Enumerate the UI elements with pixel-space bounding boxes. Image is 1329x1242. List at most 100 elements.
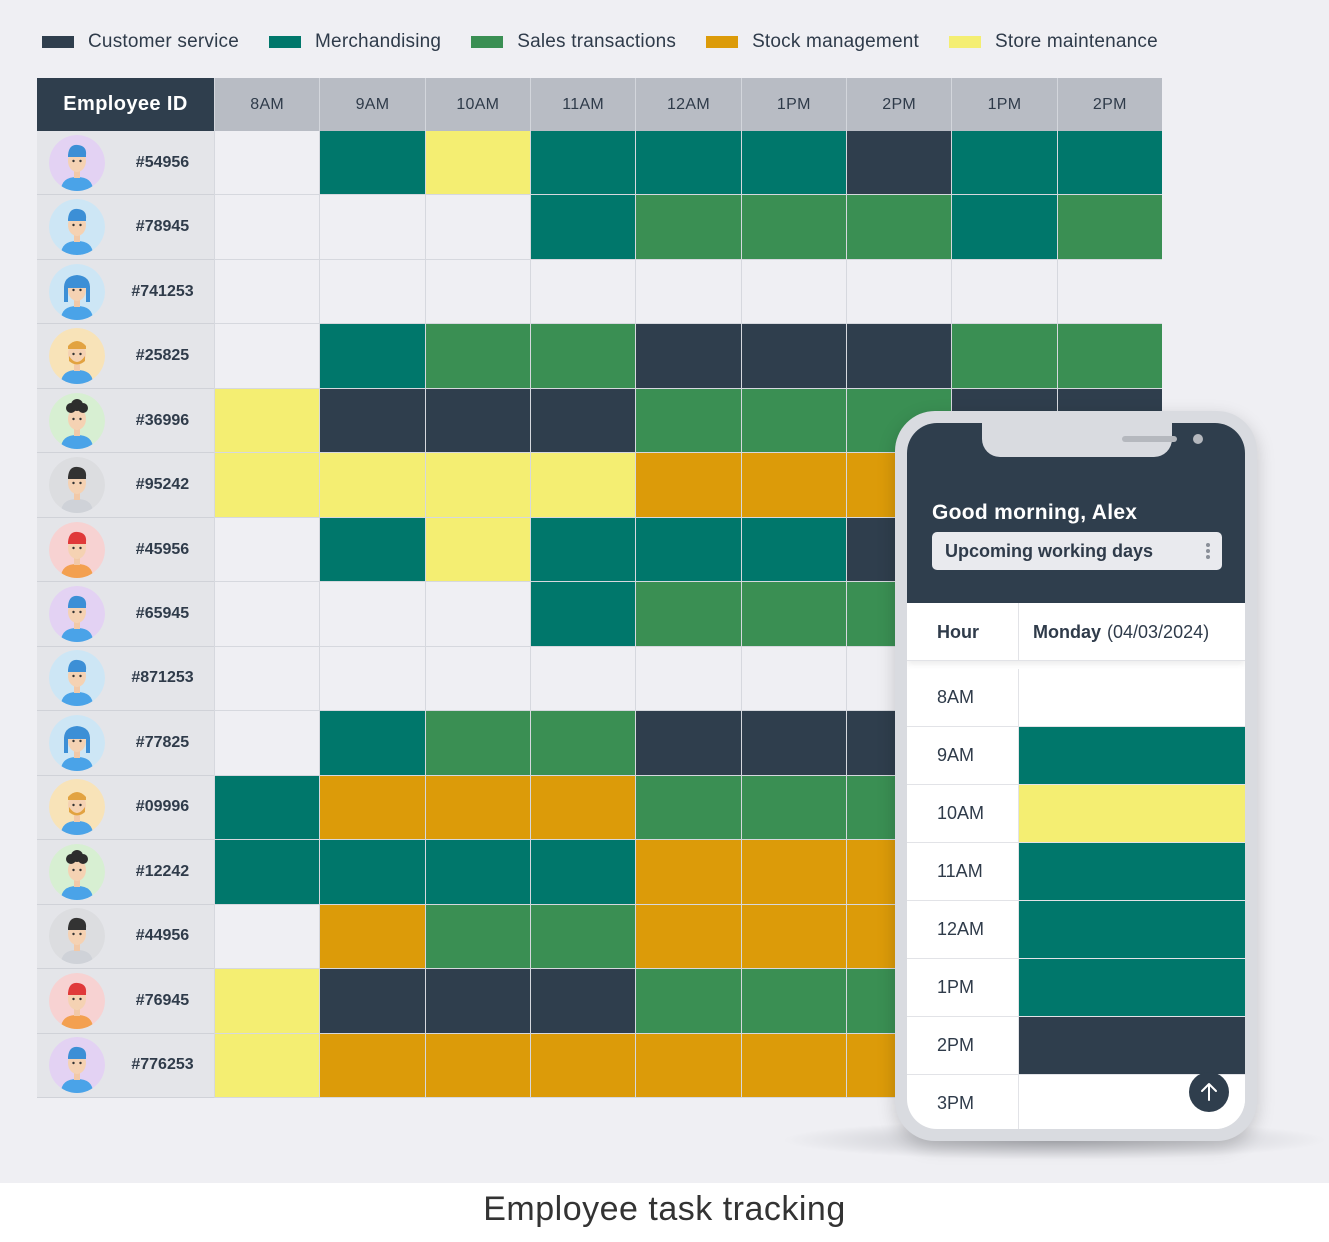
task-slot[interactable] <box>319 582 425 647</box>
task-slot[interactable] <box>635 840 741 905</box>
task-slot[interactable] <box>214 324 320 389</box>
task-slot[interactable] <box>319 324 425 389</box>
task-slot[interactable] <box>424 904 530 970</box>
task-slot[interactable] <box>319 646 425 712</box>
employee-row[interactable]: #25825 <box>37 324 1162 389</box>
task-slot[interactable] <box>214 969 320 1034</box>
task-slot[interactable] <box>424 1033 530 1098</box>
task-slot[interactable] <box>740 1033 846 1098</box>
task-slot[interactable] <box>319 453 425 518</box>
task-slot[interactable] <box>214 840 320 905</box>
phone-task-slot[interactable] <box>1019 727 1245 784</box>
task-slot[interactable] <box>740 453 846 518</box>
task-slot[interactable] <box>740 840 846 905</box>
task-slot[interactable] <box>214 131 320 196</box>
task-slot[interactable] <box>530 1033 636 1098</box>
task-slot[interactable] <box>635 388 741 454</box>
task-slot[interactable] <box>1056 195 1162 260</box>
task-slot[interactable] <box>319 775 425 841</box>
task-slot[interactable] <box>740 517 846 583</box>
task-slot[interactable] <box>740 646 846 712</box>
task-slot[interactable] <box>635 711 741 776</box>
task-slot[interactable] <box>530 517 636 583</box>
task-slot[interactable] <box>635 904 741 970</box>
task-slot[interactable] <box>740 259 846 325</box>
employee-row[interactable]: #54956 <box>37 131 1162 196</box>
task-slot[interactable] <box>319 517 425 583</box>
task-slot[interactable] <box>740 195 846 260</box>
task-slot[interactable] <box>424 453 530 518</box>
task-slot[interactable] <box>635 582 741 647</box>
task-slot[interactable] <box>319 1033 425 1098</box>
task-slot[interactable] <box>424 582 530 647</box>
working-days-dropdown[interactable]: Upcoming working days <box>932 532 1222 570</box>
task-slot[interactable] <box>214 904 320 970</box>
task-slot[interactable] <box>424 775 530 841</box>
phone-task-slot[interactable] <box>1019 669 1245 726</box>
task-slot[interactable] <box>1056 131 1162 196</box>
task-slot[interactable] <box>319 969 425 1034</box>
task-slot[interactable] <box>214 195 320 260</box>
task-slot[interactable] <box>319 711 425 776</box>
task-slot[interactable] <box>951 259 1057 325</box>
employee-row[interactable]: #78945 <box>37 195 1162 260</box>
task-slot[interactable] <box>424 840 530 905</box>
task-slot[interactable] <box>319 840 425 905</box>
task-slot[interactable] <box>635 259 741 325</box>
task-slot[interactable] <box>740 131 846 196</box>
task-slot[interactable] <box>424 388 530 454</box>
task-slot[interactable] <box>530 324 636 389</box>
phone-task-slot[interactable] <box>1019 901 1245 958</box>
phone-task-slot[interactable] <box>1019 1017 1245 1074</box>
task-slot[interactable] <box>214 646 320 712</box>
task-slot[interactable] <box>635 131 741 196</box>
task-slot[interactable] <box>951 324 1057 389</box>
task-slot[interactable] <box>214 775 320 841</box>
task-slot[interactable] <box>951 195 1057 260</box>
task-slot[interactable] <box>1056 259 1162 325</box>
phone-task-slot[interactable] <box>1019 843 1245 900</box>
task-slot[interactable] <box>530 131 636 196</box>
task-slot[interactable] <box>530 646 636 712</box>
phone-task-slot[interactable] <box>1019 959 1245 1016</box>
task-slot[interactable] <box>1056 324 1162 389</box>
task-slot[interactable] <box>530 259 636 325</box>
task-slot[interactable] <box>530 904 636 970</box>
task-slot[interactable] <box>951 131 1057 196</box>
task-slot[interactable] <box>635 969 741 1034</box>
task-slot[interactable] <box>740 324 846 389</box>
task-slot[interactable] <box>214 517 320 583</box>
task-slot[interactable] <box>530 195 636 260</box>
task-slot[interactable] <box>319 195 425 260</box>
task-slot[interactable] <box>635 324 741 389</box>
task-slot[interactable] <box>740 969 846 1034</box>
task-slot[interactable] <box>740 711 846 776</box>
task-slot[interactable] <box>635 517 741 583</box>
more-options-icon[interactable] <box>1206 543 1210 560</box>
task-slot[interactable] <box>424 969 530 1034</box>
phone-task-slot[interactable] <box>1019 785 1245 842</box>
task-slot[interactable] <box>530 453 636 518</box>
task-slot[interactable] <box>319 259 425 325</box>
task-slot[interactable] <box>846 195 952 260</box>
task-slot[interactable] <box>740 388 846 454</box>
task-slot[interactable] <box>530 388 636 454</box>
employee-row[interactable]: #741253 <box>37 259 1162 325</box>
task-slot[interactable] <box>530 840 636 905</box>
task-slot[interactable] <box>635 1033 741 1098</box>
task-slot[interactable] <box>214 711 320 776</box>
task-slot[interactable] <box>214 453 320 518</box>
task-slot[interactable] <box>214 1033 320 1098</box>
task-slot[interactable] <box>530 711 636 776</box>
scroll-to-top-button[interactable] <box>1189 1072 1229 1112</box>
task-slot[interactable] <box>635 775 741 841</box>
task-slot[interactable] <box>214 259 320 325</box>
task-slot[interactable] <box>530 775 636 841</box>
task-slot[interactable] <box>846 131 952 196</box>
task-slot[interactable] <box>846 259 952 325</box>
task-slot[interactable] <box>424 195 530 260</box>
task-slot[interactable] <box>846 324 952 389</box>
task-slot[interactable] <box>740 904 846 970</box>
task-slot[interactable] <box>424 517 530 583</box>
task-slot[interactable] <box>635 195 741 260</box>
